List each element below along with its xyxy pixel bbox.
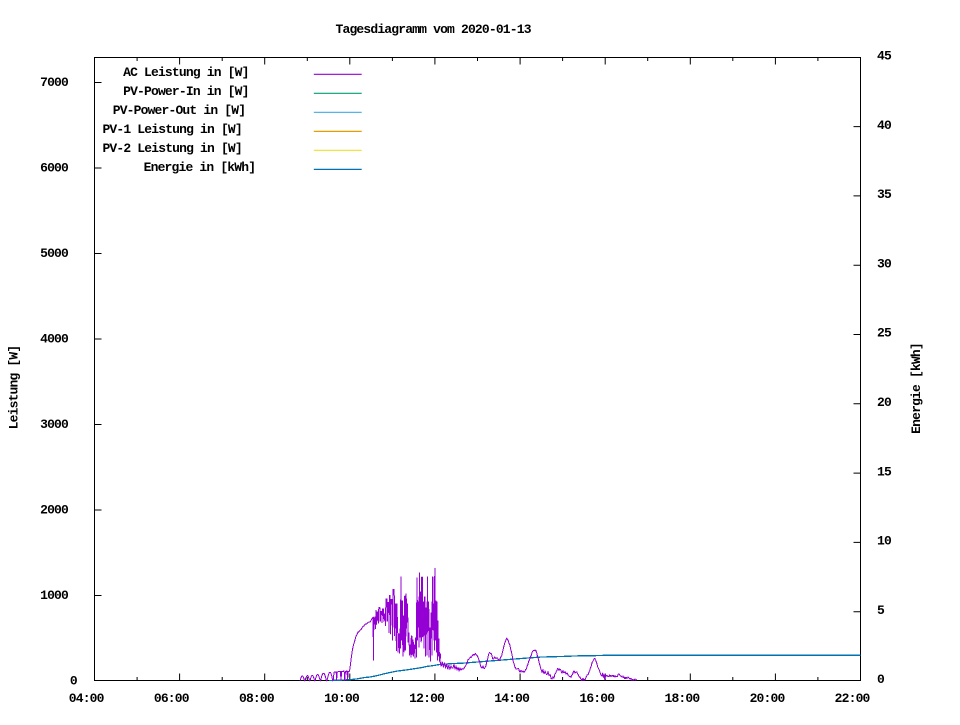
- svg-text:5000: 5000: [40, 246, 69, 261]
- svg-text:Leistung [W]: Leistung [W]: [7, 346, 22, 430]
- svg-text:20: 20: [877, 395, 892, 410]
- svg-text:3000: 3000: [40, 417, 69, 432]
- svg-text:35: 35: [877, 187, 892, 202]
- svg-text:2000: 2000: [40, 503, 69, 518]
- svg-text:5: 5: [877, 603, 885, 618]
- svg-text:22:00: 22:00: [835, 691, 871, 706]
- svg-text:AC Leistung in [W]: AC Leistung in [W]: [123, 65, 248, 80]
- svg-text:Tagesdiagramm vom 2020-01-13: Tagesdiagramm vom 2020-01-13: [336, 22, 532, 37]
- svg-text:20:00: 20:00: [750, 691, 786, 706]
- svg-text:0: 0: [877, 672, 885, 687]
- svg-text:12:00: 12:00: [409, 691, 445, 706]
- svg-text:06:00: 06:00: [154, 691, 190, 706]
- svg-text:14:00: 14:00: [494, 691, 530, 706]
- svg-text:40: 40: [877, 118, 892, 133]
- svg-text:4000: 4000: [40, 332, 69, 347]
- svg-text:PV-1 Leistung in [W]: PV-1 Leistung in [W]: [102, 122, 241, 137]
- svg-text:30: 30: [877, 256, 892, 271]
- svg-text:Energie in [kWh]: Energie in [kWh]: [144, 160, 256, 175]
- svg-text:04:00: 04:00: [69, 691, 105, 706]
- svg-text:45: 45: [877, 49, 892, 64]
- svg-text:16:00: 16:00: [579, 691, 615, 706]
- svg-text:15: 15: [877, 464, 892, 479]
- svg-text:10: 10: [877, 534, 892, 549]
- svg-text:18:00: 18:00: [664, 691, 700, 706]
- svg-text:PV-2 Leistung in [W]: PV-2 Leistung in [W]: [102, 141, 241, 156]
- svg-text:25: 25: [877, 326, 892, 341]
- svg-text:PV-Power-In in [W]: PV-Power-In in [W]: [123, 84, 248, 99]
- svg-text:Energie [kWh]: Energie [kWh]: [909, 343, 924, 434]
- svg-text:08:00: 08:00: [239, 691, 275, 706]
- svg-text:7000: 7000: [40, 75, 69, 90]
- svg-text:6000: 6000: [40, 161, 69, 176]
- svg-text:1000: 1000: [40, 588, 69, 603]
- svg-text:10:00: 10:00: [324, 691, 360, 706]
- svg-text:0: 0: [70, 674, 78, 689]
- svg-text:PV-Power-Out in [W]: PV-Power-Out in [W]: [113, 103, 245, 118]
